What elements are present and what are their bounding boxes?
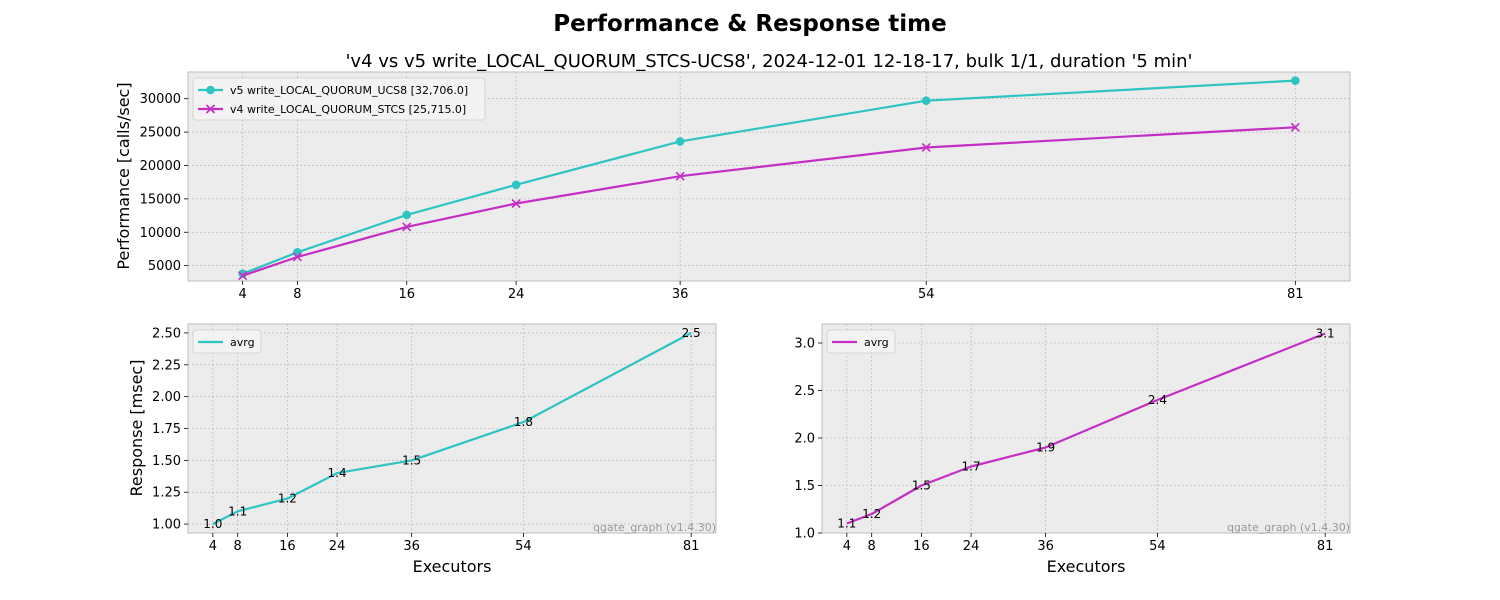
y-tick-label: 30000	[140, 92, 181, 107]
y-tick-label: 1.5	[794, 479, 815, 494]
y-tick-label: 2.25	[152, 358, 181, 373]
data-label: 1.7	[962, 460, 981, 474]
x-tick-label: 54	[918, 287, 935, 302]
y-tick-label: 1.50	[152, 454, 181, 469]
data-label: 1.9	[1036, 441, 1055, 455]
data-point	[921, 96, 931, 106]
legend-label: avrg	[864, 336, 889, 349]
data-label: 1.5	[402, 453, 421, 467]
y-tick-label: 25000	[140, 126, 181, 141]
y-tick-label: 2.00	[152, 390, 181, 405]
y-tick-label: 2.5	[794, 384, 815, 399]
y-tick-label: 2.0	[794, 432, 815, 447]
x-tick-label: 8	[868, 539, 876, 554]
data-point	[1290, 122, 1300, 132]
data-point	[1291, 76, 1300, 85]
x-tick-label: 4	[239, 287, 247, 302]
legend-marker	[206, 85, 215, 95]
legend-label: v4 write_LOCAL_QUORUM_STCS [25,715.0]	[230, 103, 466, 116]
series-line	[846, 332, 1326, 525]
axes-frame	[821, 323, 1351, 534]
data-point	[402, 222, 412, 232]
x-tick-label: 81	[683, 539, 700, 554]
data-label: 1.5	[912, 479, 931, 493]
data-label: 1.8	[514, 415, 533, 429]
data-label: 1.2	[862, 507, 881, 521]
y-tick-label: 1.75	[152, 422, 181, 437]
legend-box	[192, 329, 262, 354]
figure-title: Performance & Response time	[553, 11, 947, 37]
x-tick-label: 54	[1149, 539, 1166, 554]
x-tick-label: 4	[843, 539, 851, 554]
data-label: 1.1	[837, 517, 856, 531]
x-tick-label: 81	[1317, 539, 1334, 554]
y-axis-label: Performance [calls/sec]	[114, 82, 133, 269]
legend-box	[826, 329, 896, 354]
legend-label: avrg	[230, 336, 255, 349]
x-tick-label: 36	[1037, 539, 1054, 554]
data-point	[511, 180, 521, 190]
data-point	[238, 271, 248, 281]
x-tick-label: 8	[234, 539, 242, 554]
data-point	[921, 142, 931, 153]
x-axis-label: Executors	[1047, 557, 1126, 576]
x-tick-label: 24	[329, 539, 346, 554]
x-tick-label: 24	[508, 287, 525, 302]
y-tick-label: 1.00	[152, 518, 181, 533]
data-point	[402, 210, 412, 220]
data-point	[292, 252, 302, 262]
y-tick-label: 15000	[140, 192, 181, 207]
x-tick-label: 36	[403, 539, 420, 554]
data-label: 1.0	[203, 517, 222, 531]
data-label: 3.1	[1316, 327, 1335, 341]
data-point	[675, 171, 685, 181]
y-tick-label: 3.0	[794, 337, 815, 352]
legend-label: v5 write_LOCAL_QUORUM_UCS8 [32,706.0]	[230, 84, 468, 97]
series-line	[212, 331, 692, 526]
x-tick-label: 16	[913, 539, 930, 554]
watermark: qgate_graph (v1.4.30)	[1227, 521, 1350, 534]
data-label: 2.4	[1148, 393, 1167, 407]
y-tick-label: 20000	[140, 159, 181, 174]
data-label: 1.2	[278, 492, 297, 506]
y-tick-label: 1.0	[794, 527, 815, 542]
data-label: 2.5	[682, 326, 701, 340]
x-tick-label: 16	[398, 287, 415, 302]
x-tick-label: 8	[293, 287, 301, 302]
legend-box	[192, 77, 486, 121]
watermark: qgate_graph (v1.4.30)	[593, 521, 716, 534]
response-v4-chart: 4 8 16 24 36 54 81 1.0 1.5 2.0 2.5 3.0 Executors 1.1 1…	[794, 323, 1351, 576]
data-point	[675, 137, 685, 146]
figure-subtitle: 'v4 vs v5 write_LOCAL_QUORUM_STCS-UCS8',…	[345, 51, 1192, 72]
x-tick-label: 4	[209, 539, 217, 554]
x-axis-label: Executors	[413, 557, 492, 576]
x-tick-label: 36	[672, 287, 689, 302]
y-tick-label: 10000	[140, 226, 181, 241]
data-point	[511, 198, 521, 209]
legend-marker	[205, 104, 216, 114]
axes-frame	[187, 71, 1351, 282]
data-label: 1.1	[228, 504, 247, 518]
x-tick-label: 54	[515, 539, 532, 554]
y-tick-label: 2.50	[152, 326, 181, 341]
x-tick-label: 24	[963, 539, 980, 554]
y-tick-label: 1.25	[152, 486, 181, 501]
response-v5-chart: 4 8 16 24 36 54 81 1.00 1.25 1.50 1.75 2.00 2.25 2.50…	[127, 323, 717, 576]
y-tick-label: 5000	[148, 259, 181, 274]
x-tick-label: 81	[1287, 287, 1304, 302]
data-label: 1.4	[328, 466, 347, 480]
performance-chart: 4 8 16 24 36 54 81 5000 10000 15000 20000 25000 3000…	[114, 71, 1351, 302]
y-axis-label: Response [msec]	[127, 360, 146, 497]
x-tick-label: 16	[279, 539, 296, 554]
